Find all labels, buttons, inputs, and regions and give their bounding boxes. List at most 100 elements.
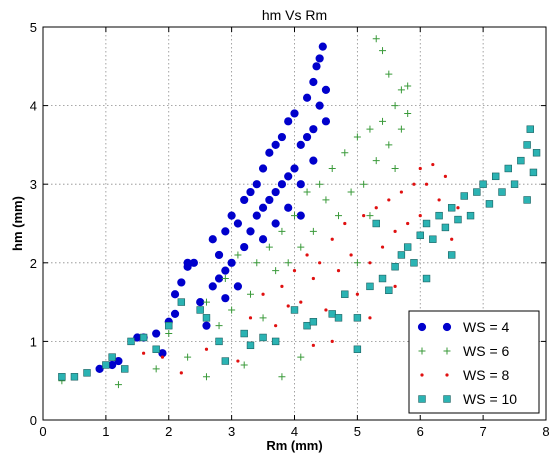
data-points: [58, 35, 541, 389]
data-point: [202, 321, 211, 330]
series-1: [95, 42, 331, 374]
legend: WS = 4 WS = 6 WS = 8 WS = 10: [408, 310, 540, 414]
x-tick-label: 2: [165, 424, 172, 439]
data-point: [399, 190, 403, 194]
data-point: [529, 168, 538, 177]
series-4: [58, 125, 541, 381]
data-point: [385, 141, 393, 149]
data-point: [95, 364, 104, 374]
data-point: [366, 282, 374, 291]
data-point: [252, 211, 261, 220]
data-point: [454, 215, 462, 224]
x-axis-label: Rm (mm): [266, 438, 322, 453]
data-point: [177, 298, 186, 306]
data-point: [258, 235, 268, 244]
data-point: [366, 125, 374, 133]
data-point: [272, 267, 280, 275]
data-point: [258, 164, 268, 173]
data-point: [215, 322, 223, 330]
data-point: [286, 304, 290, 308]
data-point: [127, 337, 135, 346]
data-point: [316, 180, 324, 188]
y-tick-label: 3: [30, 177, 37, 192]
x-tick-label: 7: [480, 424, 487, 439]
data-point: [271, 140, 280, 149]
data-point: [466, 211, 475, 220]
data-point: [393, 229, 397, 233]
data-point: [353, 133, 361, 141]
chart-title: hm Vs Rm: [262, 7, 327, 23]
data-point: [290, 164, 299, 173]
data-point: [309, 318, 318, 326]
data-point: [221, 294, 230, 303]
data-point: [240, 242, 249, 252]
data-point: [311, 343, 315, 347]
data-point: [303, 321, 311, 330]
data-point: [341, 290, 349, 298]
data-point: [385, 70, 393, 78]
data-point: [271, 187, 280, 197]
data-point: [139, 333, 148, 342]
data-point: [102, 361, 110, 369]
data-point: [532, 149, 541, 157]
data-point: [473, 188, 481, 196]
data-point: [228, 306, 236, 314]
data-point: [202, 373, 210, 381]
data-point: [328, 310, 336, 318]
data-point: [236, 359, 240, 363]
data-point: [435, 211, 443, 220]
data-point: [297, 243, 305, 251]
data-point: [202, 314, 211, 322]
data-point: [215, 337, 223, 346]
data-point: [441, 223, 450, 232]
data-point: [296, 211, 305, 220]
data-point: [165, 321, 173, 330]
data-point: [330, 339, 334, 343]
data-point: [280, 284, 284, 288]
data-point: [70, 373, 79, 381]
y-tick-label: 5: [30, 20, 37, 35]
data-point: [152, 345, 160, 353]
data-point: [261, 292, 265, 296]
data-point: [404, 109, 412, 117]
legend-label: WS = 10: [463, 391, 517, 407]
data-point: [204, 347, 209, 351]
legend-marker: [442, 322, 452, 332]
y-axis-label: hm (mm): [10, 196, 25, 251]
data-point: [443, 174, 447, 178]
data-point: [108, 353, 116, 361]
data-point: [196, 306, 204, 314]
data-point: [318, 261, 322, 265]
data-point: [234, 251, 242, 259]
data-point: [368, 261, 372, 265]
data-point: [274, 324, 278, 328]
data-point: [412, 182, 416, 186]
data-point: [318, 42, 327, 51]
data-point: [114, 381, 122, 389]
data-point: [114, 356, 123, 366]
data-point: [366, 212, 374, 220]
data-point: [374, 206, 378, 210]
data-point: [202, 298, 210, 306]
series-2: [58, 35, 412, 389]
data-point: [284, 203, 293, 212]
data-point: [406, 221, 410, 226]
data-point: [517, 156, 525, 165]
data-point: [397, 86, 405, 94]
x-tick-label: 1: [102, 424, 109, 439]
data-point: [372, 157, 380, 165]
legend-item: WS = 4: [417, 319, 510, 335]
data-point: [362, 214, 366, 218]
data-point: [321, 117, 331, 126]
data-point: [179, 371, 183, 375]
data-point: [510, 180, 519, 188]
data-point: [311, 276, 315, 281]
data-point: [391, 102, 399, 110]
y-tick-label: 4: [30, 99, 37, 114]
data-point: [404, 82, 412, 90]
data-point: [309, 227, 317, 235]
data-point: [335, 212, 343, 220]
data-point: [292, 269, 297, 273]
data-point: [437, 198, 441, 202]
legend-label: WS = 4: [463, 319, 510, 335]
